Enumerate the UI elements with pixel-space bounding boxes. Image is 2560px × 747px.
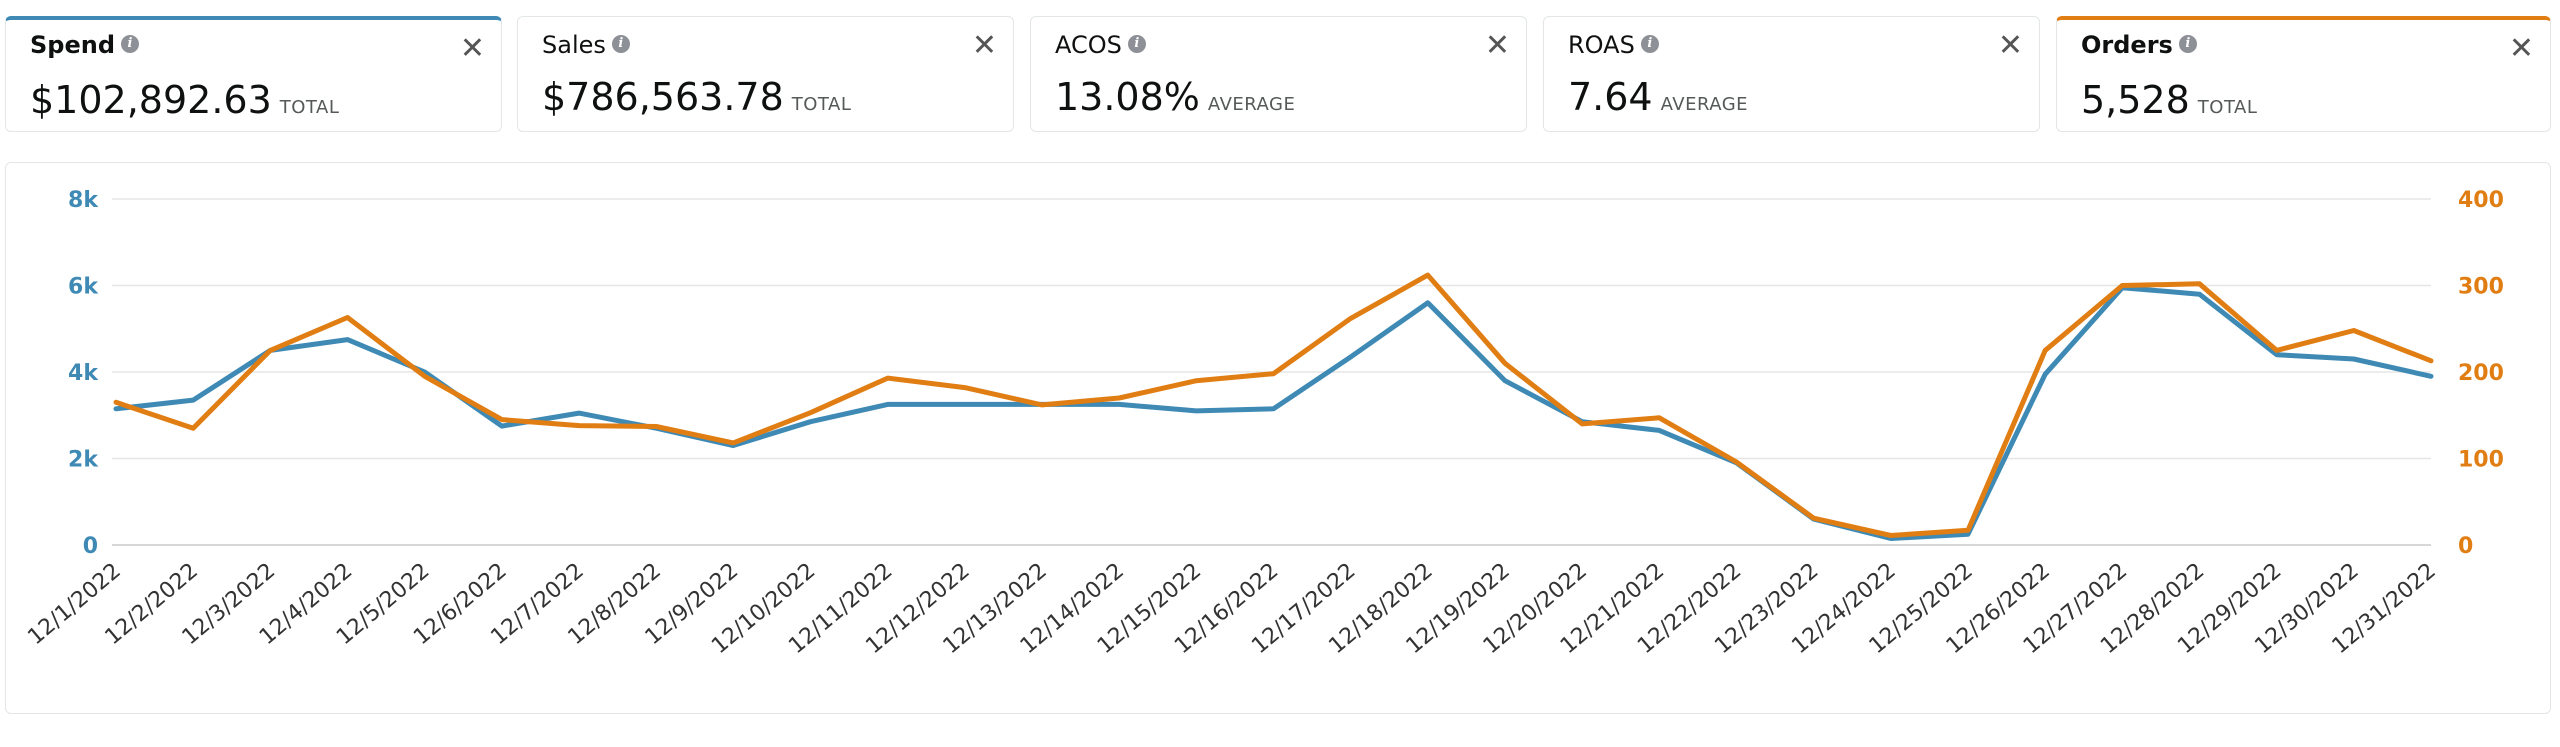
left-tick-label: 8k xyxy=(68,188,99,213)
metric-card-sales[interactable]: Sales i ✕ $786,563.78 TOTAL xyxy=(517,16,1014,132)
metric-label: ROAS i xyxy=(1568,31,1659,59)
info-icon[interactable]: i xyxy=(121,35,140,53)
close-icon[interactable]: ✕ xyxy=(2508,31,2534,66)
close-icon[interactable]: ✕ xyxy=(1484,28,1510,63)
metric-label: Spend i xyxy=(30,31,140,59)
left-tick-label: 0 xyxy=(83,534,98,559)
chart-panel: 0 2k 4k 6k 8k 0 100 200 300 400 12/1/2022 12/2/20… xyxy=(5,162,2551,714)
right-axis-ticks: 0 100 200 300 400 xyxy=(2458,188,2504,559)
line-chart: 0 2k 4k 6k 8k 0 100 200 300 400 12/1/202212/2/20… xyxy=(23,188,2504,659)
close-icon[interactable]: ✕ xyxy=(971,28,997,63)
metric-label: ACOS i xyxy=(1055,31,1146,59)
metric-cards: Spend i ✕ $102,892.63 TOTAL Sales i ✕ $786,… xyxy=(5,16,2551,134)
info-icon[interactable]: i xyxy=(2178,35,2197,53)
right-tick-label: 400 xyxy=(2458,188,2504,213)
close-icon[interactable]: ✕ xyxy=(459,31,485,66)
metric-card-orders[interactable]: Orders i ✕ 5,528 TOTAL xyxy=(2056,16,2551,132)
left-tick-label: 2k xyxy=(68,448,99,473)
series-line-orders xyxy=(113,272,2434,538)
left-tick-label: 4k xyxy=(68,361,99,386)
left-axis-ticks: 0 2k 4k 6k 8k xyxy=(68,188,99,559)
info-icon[interactable]: i xyxy=(1640,35,1659,53)
right-tick-label: 0 xyxy=(2458,534,2473,559)
right-tick-label: 100 xyxy=(2458,448,2504,473)
metric-card-roas[interactable]: ROAS i ✕ 7.64 AVERAGE xyxy=(1543,16,2040,132)
right-tick-label: 300 xyxy=(2458,275,2504,300)
metric-card-acos[interactable]: ACOS i ✕ 13.08% AVERAGE xyxy=(1030,16,1527,132)
info-icon[interactable]: i xyxy=(1127,35,1146,53)
metric-value: $786,563.78 TOTAL xyxy=(542,75,852,119)
info-icon[interactable]: i xyxy=(611,35,630,53)
metric-label: Orders i xyxy=(2081,31,2197,59)
x-axis-ticks: 12/1/202212/2/202212/3/202212/4/202212/5… xyxy=(23,558,2440,659)
series-lines xyxy=(113,272,2434,541)
right-tick-label: 200 xyxy=(2458,361,2504,386)
series-line-spend xyxy=(113,285,2434,541)
close-icon[interactable]: ✕ xyxy=(1997,28,2023,63)
metric-value: 5,528 TOTAL xyxy=(2081,78,2258,122)
left-tick-label: 6k xyxy=(68,275,99,300)
metric-value: 7.64 AVERAGE xyxy=(1568,75,1749,119)
metric-value: 13.08% AVERAGE xyxy=(1055,75,1296,119)
metric-label: Sales i xyxy=(542,31,630,59)
metric-value: $102,892.63 TOTAL xyxy=(30,78,340,122)
metric-card-spend[interactable]: Spend i ✕ $102,892.63 TOTAL xyxy=(5,16,502,132)
